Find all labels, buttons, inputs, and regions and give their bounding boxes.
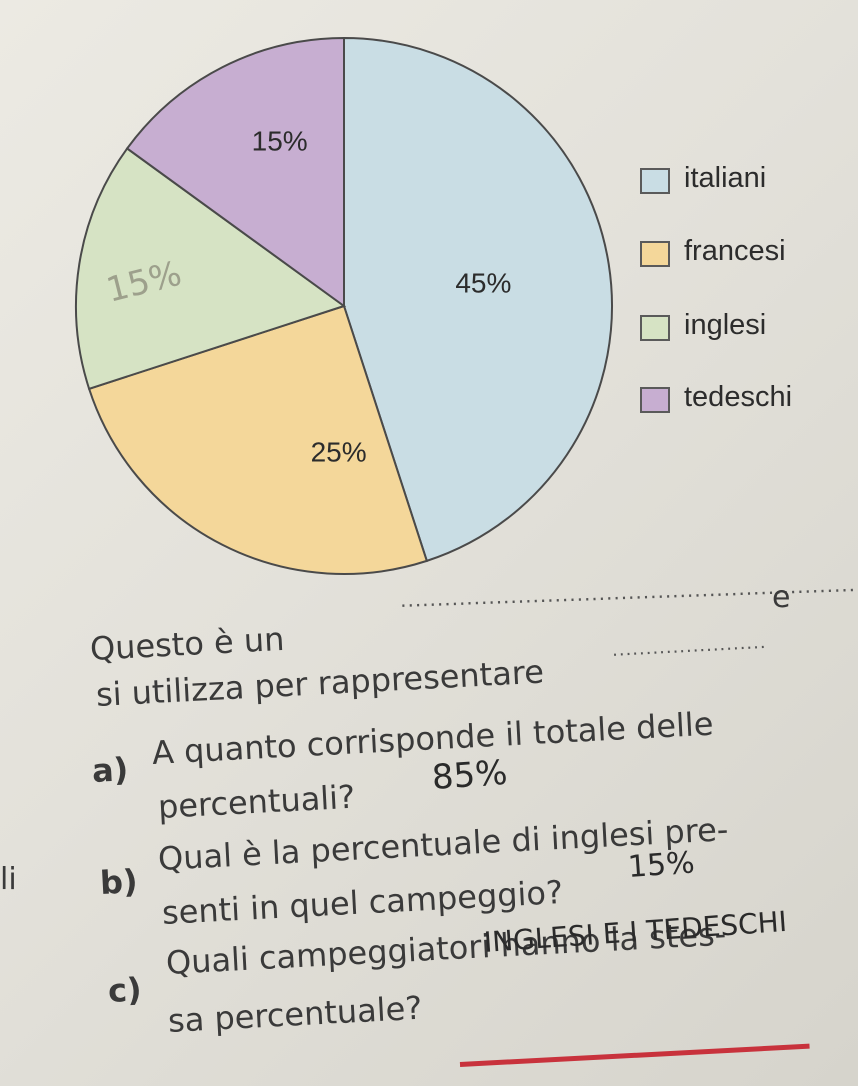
legend-label-inglesi: inglesi (684, 309, 767, 341)
pie-slice-inglesi (75, 147, 347, 391)
question-a-line2: percentuali? (157, 777, 356, 826)
slice-label-italiani: 45% (455, 268, 511, 299)
pie-slice-francesi (87, 304, 429, 575)
marker-b: b) (99, 862, 139, 902)
pie-slice-tedeschi (125, 36, 345, 308)
question-b-line2: senti in quel campeggio? (161, 873, 564, 932)
marker-a: a) (91, 750, 130, 790)
marker-c: c) (107, 970, 143, 1010)
legend-swatch-francesi (640, 241, 670, 267)
legend-label-francesi: francesi (684, 235, 786, 267)
fill-blank-line-2: ....................... (611, 631, 767, 661)
question-intro-line1: Questo è un (89, 619, 286, 668)
legend-swatch-inglesi (640, 315, 670, 341)
legend-label-tedeschi: tedeschi (684, 381, 793, 413)
margin-text: li (0, 862, 17, 897)
legend-label-italiani: italiani (684, 162, 767, 194)
slice-label-tedeschi: 15% (252, 126, 308, 157)
pie-chart: 45% 25% 15% 15% (75, 36, 613, 575)
slice-label-francesi: 25% (311, 436, 367, 467)
red-underline (459, 1043, 810, 1067)
intro-e: e (772, 580, 791, 615)
legend-swatch-tedeschi (640, 387, 670, 413)
pie-slice-labels: 45% 25% 15% (252, 126, 512, 468)
legend-swatch-italiani (640, 168, 670, 194)
pie-slices (75, 36, 613, 575)
question-c-line2: sa percentuale? (167, 988, 424, 1040)
handwritten-answer-a: 85% (430, 752, 509, 798)
pie-slice-italiani (343, 36, 613, 563)
handwritten-answer-b: 15% (626, 845, 696, 885)
